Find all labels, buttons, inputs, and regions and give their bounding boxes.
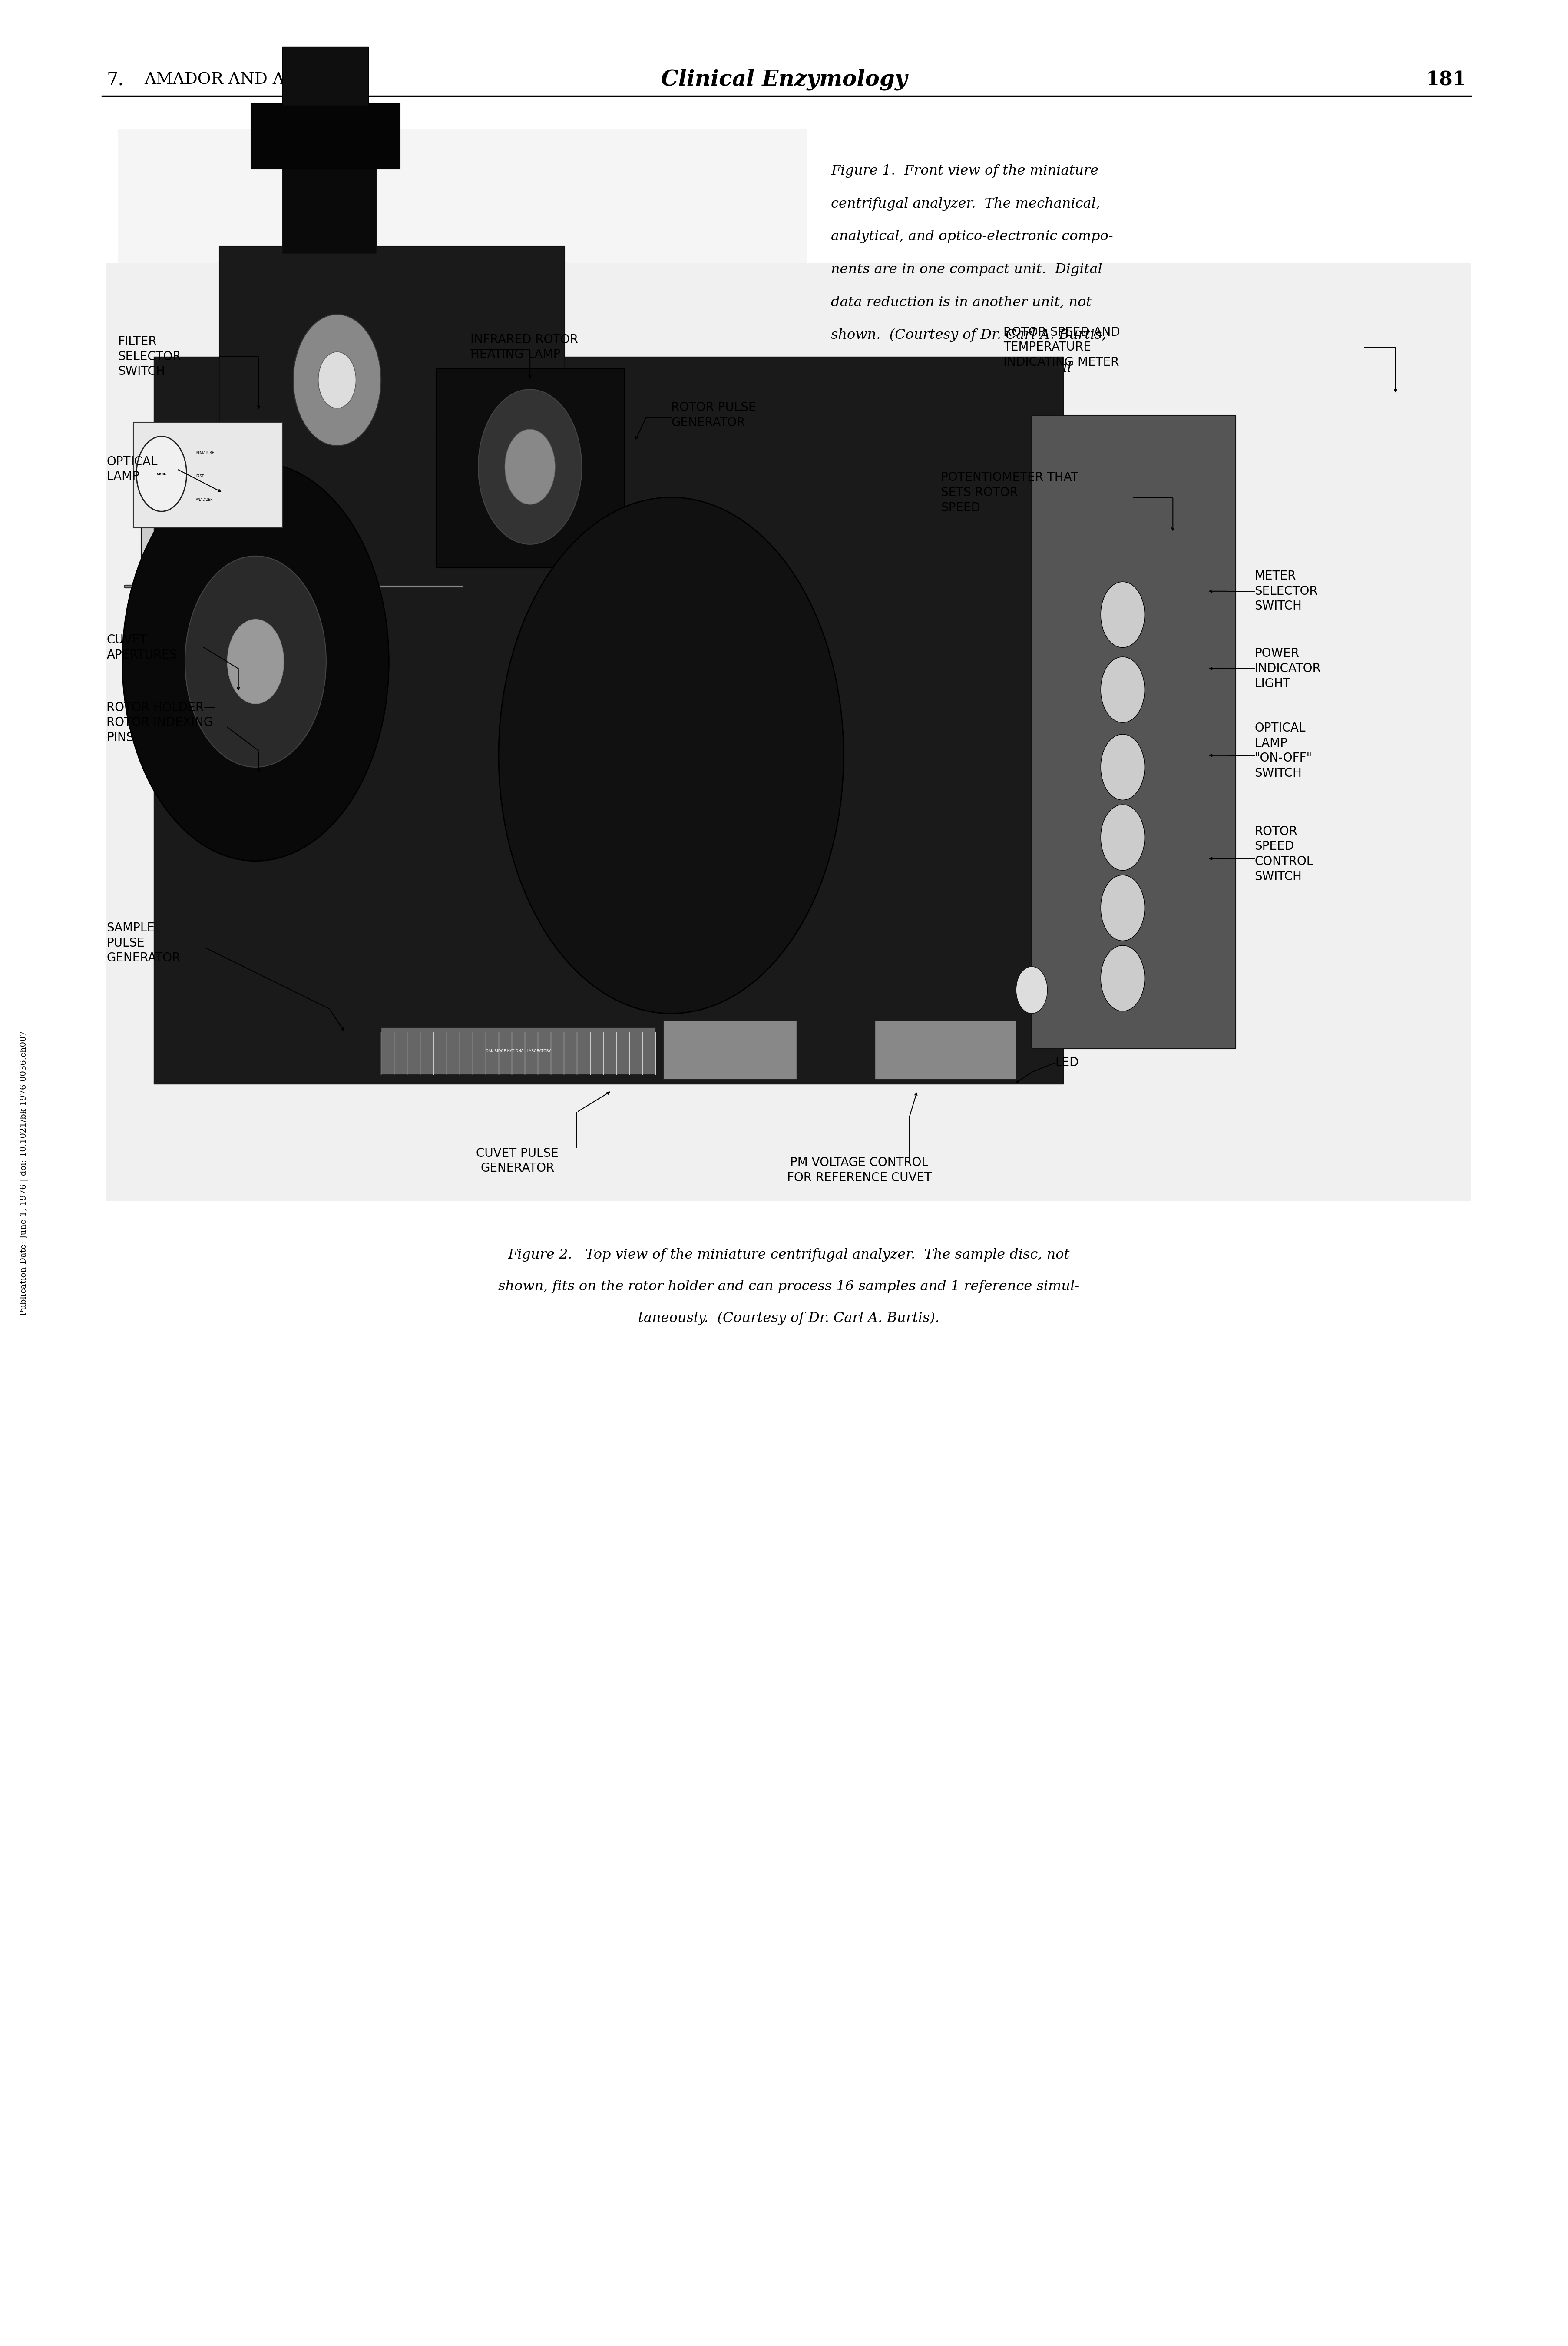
Text: data reduction is in another unit, not: data reduction is in another unit, not — [831, 296, 1091, 310]
Circle shape — [122, 462, 389, 861]
Text: Clinical Enzymology: Clinical Enzymology — [660, 68, 908, 91]
Text: ROTOR SPEED AND
TEMPERATURE
INDICATING METER: ROTOR SPEED AND TEMPERATURE INDICATING M… — [1004, 326, 1120, 368]
Text: shown, fits on the rotor holder and can process 16 samples and 1 reference simul: shown, fits on the rotor holder and can … — [499, 1281, 1079, 1293]
Circle shape — [499, 497, 844, 1013]
FancyBboxPatch shape — [220, 246, 564, 434]
Text: Figure 2.   Top view of the miniature centrifugal analyzer.  The sample disc, no: Figure 2. Top view of the miniature cent… — [508, 1248, 1069, 1262]
Circle shape — [1101, 582, 1145, 647]
FancyBboxPatch shape — [118, 129, 808, 610]
Circle shape — [1016, 967, 1047, 1013]
Text: CUVET PULSE
GENERATOR: CUVET PULSE GENERATOR — [477, 1147, 558, 1175]
FancyBboxPatch shape — [251, 103, 400, 169]
Circle shape — [1101, 734, 1145, 800]
Text: Publication Date: June 1, 1976 | doi: 10.1021/bk-1976-0036.ch007: Publication Date: June 1, 1976 | doi: 10… — [20, 1030, 28, 1316]
Text: CUVET
APERTURES: CUVET APERTURES — [107, 633, 177, 662]
Text: POTENTIOMETER THAT
SETS ROTOR
SPEED: POTENTIOMETER THAT SETS ROTOR SPEED — [941, 472, 1079, 514]
Text: ORNL: ORNL — [157, 472, 166, 476]
Circle shape — [1101, 805, 1145, 870]
Text: analytical, and optico-electronic compo-: analytical, and optico-electronic compo- — [831, 230, 1113, 244]
Text: INFRARED ROTOR
HEATING LAMP: INFRARED ROTOR HEATING LAMP — [470, 333, 579, 361]
Text: SAMPLE
PULSE
GENERATOR: SAMPLE PULSE GENERATOR — [107, 922, 180, 964]
Text: shown.  (Courtesy of Dr. Carl A. Burtis,: shown. (Courtesy of Dr. Carl A. Burtis, — [831, 328, 1107, 343]
FancyBboxPatch shape — [875, 1021, 1016, 1079]
Text: ROTOR
SPEED
CONTROL
SWITCH: ROTOR SPEED CONTROL SWITCH — [1254, 826, 1312, 882]
Circle shape — [505, 429, 555, 504]
Text: of the  former Oak Ridge National: of the former Oak Ridge National — [831, 361, 1071, 375]
Text: AMADOR AND ANSARI: AMADOR AND ANSARI — [144, 73, 340, 87]
Circle shape — [1101, 657, 1145, 723]
FancyBboxPatch shape — [282, 47, 368, 106]
Text: LED: LED — [1055, 1056, 1079, 1070]
Circle shape — [478, 389, 582, 544]
Circle shape — [1101, 945, 1145, 1011]
FancyBboxPatch shape — [282, 160, 376, 253]
Text: OPTICAL
LAMP: OPTICAL LAMP — [107, 455, 158, 483]
Circle shape — [136, 436, 187, 511]
Circle shape — [293, 314, 381, 446]
Text: PM VOLTAGE CONTROL
FOR REFERENCE CUVET: PM VOLTAGE CONTROL FOR REFERENCE CUVET — [787, 1157, 931, 1185]
FancyBboxPatch shape — [141, 429, 760, 582]
Text: OPTICAL
LAMP
"ON-OFF"
SWITCH: OPTICAL LAMP "ON-OFF" SWITCH — [1254, 723, 1312, 779]
Circle shape — [185, 556, 326, 767]
Text: ANALYZER: ANALYZER — [196, 497, 213, 502]
Text: FAST: FAST — [196, 474, 204, 479]
FancyBboxPatch shape — [436, 368, 624, 568]
Text: OAK RIDGE NATIONAL LABORATORY: OAK RIDGE NATIONAL LABORATORY — [486, 1049, 550, 1053]
Text: 181: 181 — [1425, 70, 1466, 89]
FancyBboxPatch shape — [663, 1021, 797, 1079]
Text: FILTER
SELECTOR
SWITCH: FILTER SELECTOR SWITCH — [118, 335, 180, 378]
FancyBboxPatch shape — [381, 1028, 655, 1074]
Text: Laboratory).: Laboratory). — [831, 394, 919, 408]
FancyBboxPatch shape — [1032, 415, 1236, 1049]
Text: ROTOR HOLDER—
ROTOR INDEXING
PINS: ROTOR HOLDER— ROTOR INDEXING PINS — [107, 701, 216, 744]
Text: taneously.  (Courtesy of Dr. Carl A. Burtis).: taneously. (Courtesy of Dr. Carl A. Burt… — [638, 1311, 939, 1325]
Text: ROTOR PULSE
GENERATOR: ROTOR PULSE GENERATOR — [671, 401, 756, 429]
Text: MINIATURE: MINIATURE — [196, 450, 215, 455]
FancyBboxPatch shape — [107, 263, 1471, 1201]
Circle shape — [227, 619, 284, 704]
Circle shape — [1101, 875, 1145, 941]
FancyBboxPatch shape — [133, 422, 282, 528]
Text: 7.: 7. — [107, 70, 124, 89]
Text: nents are in one compact unit.  Digital: nents are in one compact unit. Digital — [831, 263, 1102, 277]
Text: centrifugal analyzer.  The mechanical,: centrifugal analyzer. The mechanical, — [831, 197, 1101, 211]
Text: METER
SELECTOR
SWITCH: METER SELECTOR SWITCH — [1254, 570, 1317, 612]
Circle shape — [318, 352, 356, 408]
FancyBboxPatch shape — [154, 357, 1063, 1084]
Text: Figure 1.  Front view of the miniature: Figure 1. Front view of the miniature — [831, 164, 1099, 178]
Text: POWER
INDICATOR
LIGHT: POWER INDICATOR LIGHT — [1254, 647, 1320, 690]
